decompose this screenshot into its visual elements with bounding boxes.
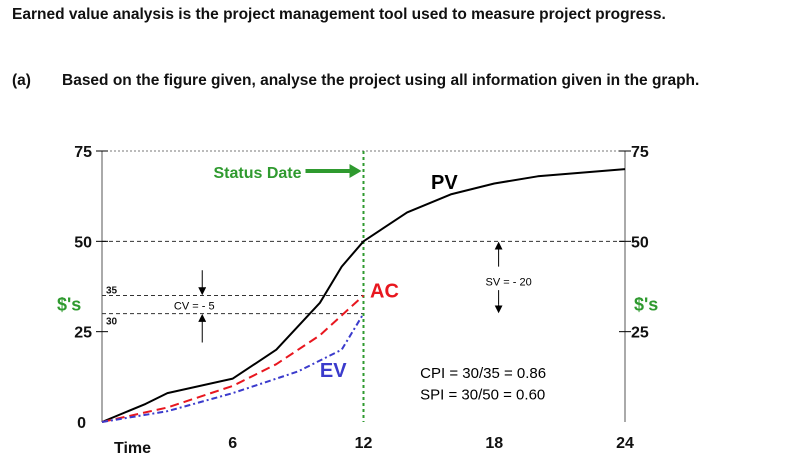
series-line-pv	[101, 168, 626, 423]
question-intro: Earned value analysis is the project man…	[12, 6, 666, 23]
x-axis-label: Time	[114, 440, 151, 457]
tick-layer: 0 25 50 75 25 50 75 $'s $'s 6 12 18 24 Time	[57, 144, 658, 457]
series-layer	[101, 168, 626, 423]
sv-label: SV = - 20	[486, 276, 532, 288]
series-label-pv: PV	[431, 172, 458, 194]
question-part-text: Based on the figure given, analyse the p…	[62, 72, 700, 89]
series-line-ev	[101, 313, 365, 423]
y-axis-label-right: $'s	[634, 295, 658, 315]
y-tick-label-left-75: 75	[74, 144, 92, 161]
status-date-arrow	[305, 164, 362, 178]
y-tick-label-left-50: 50	[74, 234, 92, 251]
reference-label-35: 35	[106, 286, 118, 297]
series-label-ac: AC	[370, 280, 399, 302]
series-line-ac	[101, 294, 365, 423]
spi-text: SPI = 30/50 = 0.60	[420, 387, 545, 404]
x-tick-label-18: 18	[485, 435, 503, 452]
reference-label-30: 30	[106, 317, 118, 328]
y-tick-label-left-0: 0	[77, 415, 86, 432]
annotation-layer: Status Date PV AC EV CV = - 5 SV = - 20 CPI = …	[174, 164, 546, 404]
y-tick-label-right-75: 75	[631, 144, 649, 161]
y-axis-label-left: $'s	[57, 295, 81, 315]
cv-label: CV = - 5	[174, 300, 215, 312]
question-part-label: (a)	[12, 72, 31, 89]
status-date-label: Status Date	[213, 165, 301, 182]
y-tick-label-right-50: 50	[631, 234, 649, 251]
reference-lines: 35 30	[102, 151, 625, 422]
x-tick-label-12: 12	[355, 435, 373, 452]
series-label-ev: EV	[320, 360, 347, 382]
x-tick-label-24: 24	[616, 435, 634, 452]
y-tick-label-right-25: 25	[631, 325, 649, 342]
cpi-text: CPI = 30/35 = 0.86	[420, 365, 546, 382]
x-tick-label-6: 6	[228, 435, 237, 452]
y-tick-label-left-25: 25	[74, 325, 92, 342]
